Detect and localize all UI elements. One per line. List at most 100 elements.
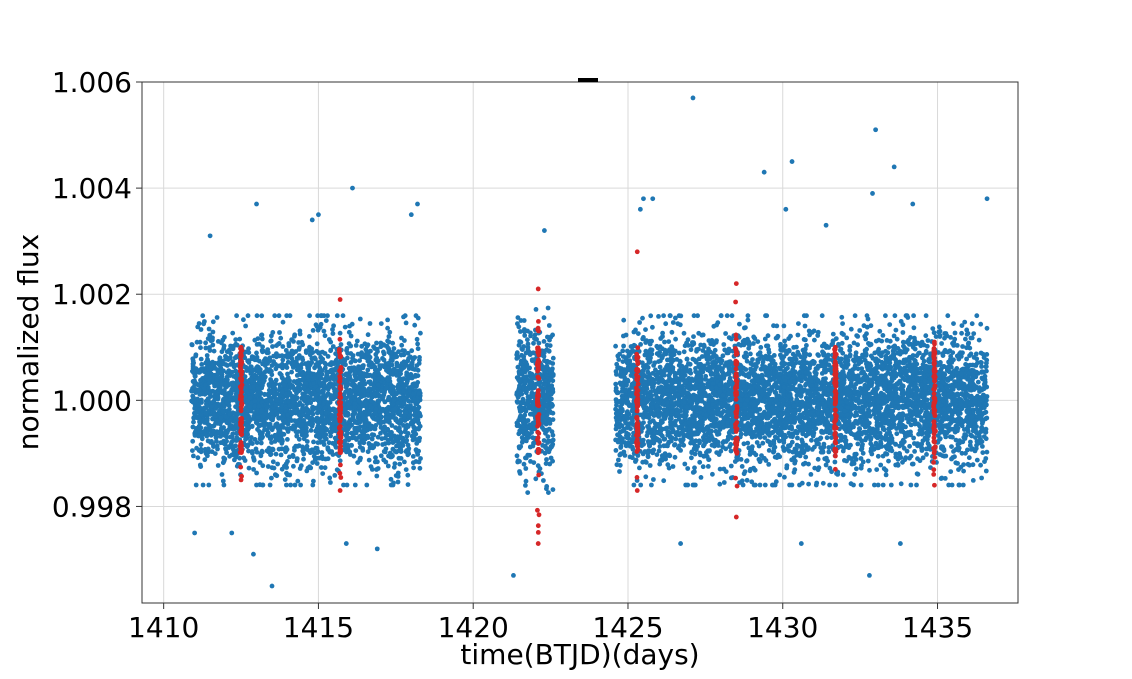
flux-point [278,335,284,341]
flux-point [527,381,533,387]
flux-point [218,382,224,387]
flux-point [416,420,422,426]
flux-point [766,462,772,467]
flux-point [523,379,528,385]
flux-point [387,450,393,456]
flux-point [220,409,226,415]
flux-point [514,423,520,429]
flux-point [375,349,380,354]
flux-point [371,444,377,450]
flux-point [384,415,390,420]
flux-point [257,358,262,364]
flux-point [669,329,675,335]
flux-point [348,442,354,448]
flux-point [777,472,783,478]
flux-point [365,367,371,373]
flux-point [244,444,250,450]
flux-point [514,453,520,459]
flux-point [281,431,287,437]
flux-point [262,427,267,433]
flux-point [523,360,529,365]
flux-point [399,335,404,341]
flux-point [369,432,375,438]
flux-point [303,381,309,386]
flux-point [253,420,259,426]
flux-point [198,442,204,448]
flux-point [550,437,556,443]
flux-point [296,347,302,352]
flux-point [966,455,972,461]
flux-point [191,453,196,459]
flux-point [284,313,290,319]
flux-point [723,331,728,336]
flux-point [198,369,204,374]
flux-point [357,457,363,463]
flux-point [380,427,386,433]
flux-point [190,379,196,384]
flux-point [381,349,386,355]
flux-point [381,457,387,463]
flux-point [207,332,213,338]
flux-point [414,437,420,442]
flux-point [522,333,528,338]
flux-point [192,366,197,371]
flux-point [959,330,964,336]
flux-point [271,383,276,389]
flux-point [311,406,317,412]
flux-point [362,381,368,387]
flux-point [697,459,703,465]
flux-point [206,326,212,332]
flux-point [270,330,276,335]
flux-point [359,343,365,349]
flux-point [528,333,533,339]
flux-point [369,467,375,472]
flux-point [226,368,232,374]
flux-point [314,445,320,451]
flux-point [270,344,275,349]
flux-point [277,330,282,335]
flux-point [523,408,529,414]
flux-point [224,374,230,380]
flux-point [246,448,251,454]
flux-point [523,478,529,484]
flux-point [685,482,691,488]
flux-point [323,456,328,462]
flux-point [826,449,832,455]
flux-point [334,313,340,319]
flux-point [400,348,405,353]
flux-point [515,315,521,320]
flux-point [287,454,292,460]
flux-point [368,424,373,429]
flux-point [310,328,316,333]
flux-point [375,459,380,465]
flux-point [517,459,522,464]
flux-point [260,418,266,424]
flux-point [544,484,550,489]
flux-point [300,406,306,412]
flux-point [200,313,206,319]
flux-point [389,423,395,428]
flux-point [255,415,261,420]
flux-point [357,376,363,382]
flux-point [207,391,212,397]
flux-point [382,449,388,455]
flux-point [880,333,886,338]
flux-point [531,350,536,356]
flux-point [416,390,422,396]
flux-point [289,337,294,343]
flux-point [300,342,306,348]
flux-point [415,346,421,352]
flux-point [229,387,235,393]
flux-point [284,482,289,488]
flux-point [219,349,225,355]
flux-point [203,432,208,437]
flux-point [375,434,381,440]
flux-point [373,455,378,460]
flux-point [527,370,533,376]
flux-point [234,430,240,436]
flux-point [328,480,333,485]
flux-point [532,332,538,338]
flux-point [393,425,398,430]
flux-point [342,443,348,449]
flux-point [265,350,271,356]
